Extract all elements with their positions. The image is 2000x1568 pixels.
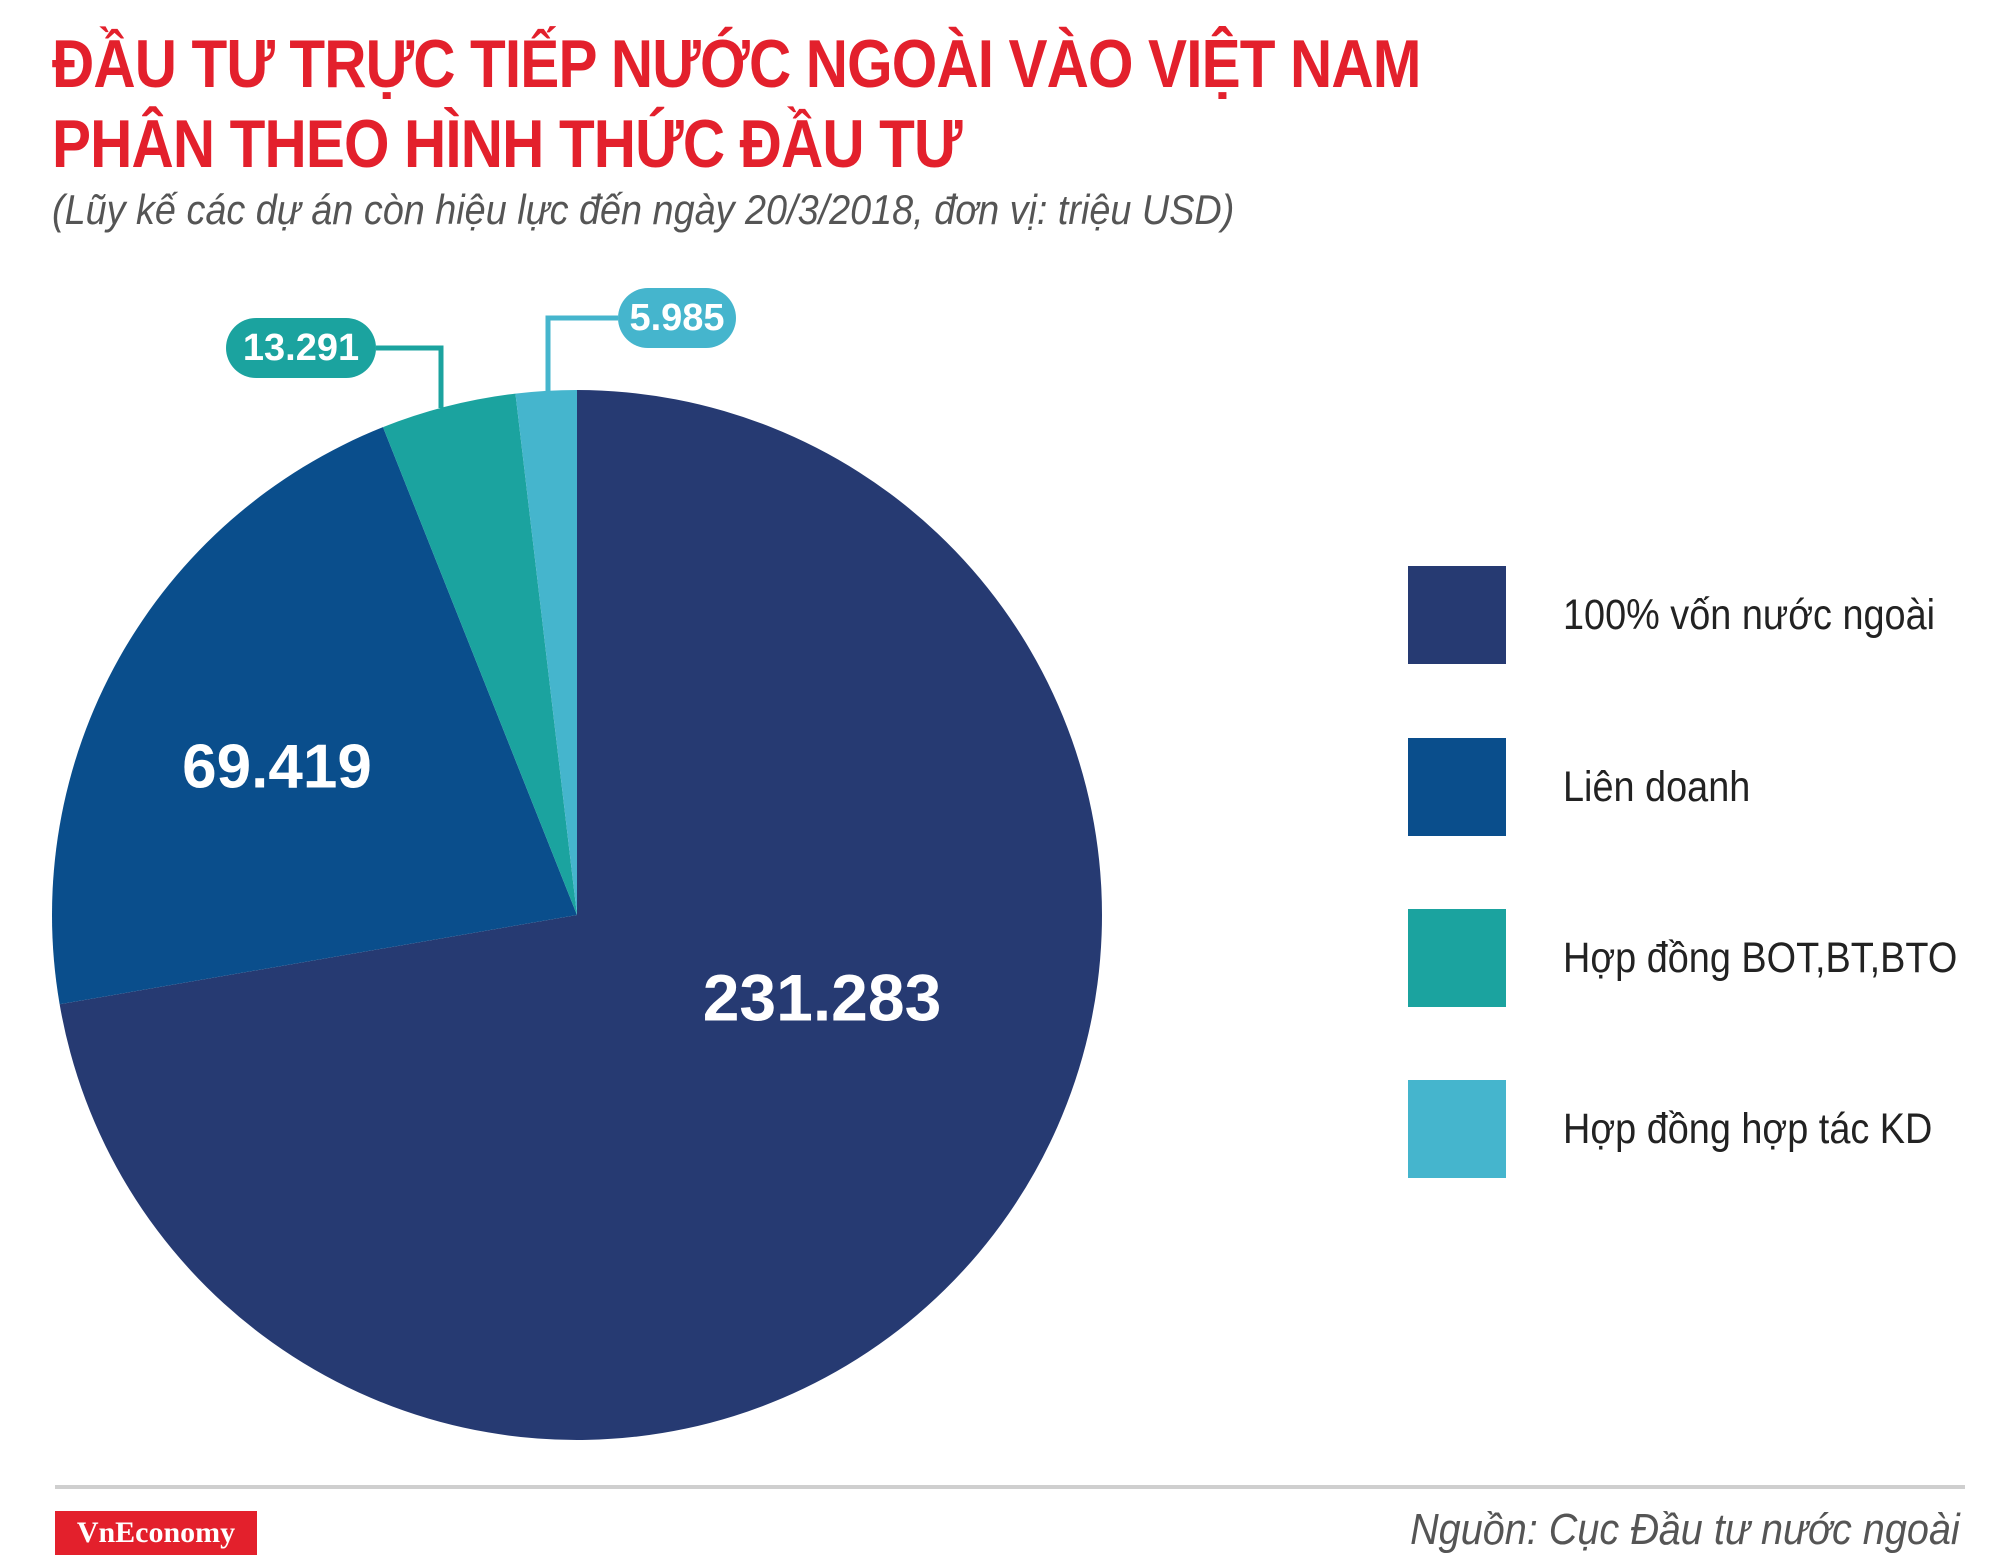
legend-item-100-von-nuoc-ngoai: 100% vốn nước ngoài — [1408, 566, 2000, 664]
legend-swatch-hop-dong-hop-tac-kd — [1408, 1080, 1506, 1178]
legend-label: Liên doanh — [1563, 763, 1751, 811]
data-label-100-von-nuoc-ngoai: 231.283 — [703, 960, 942, 1034]
pie-chart: 231.283 69.419 13.291 5.985 — [51, 288, 1102, 1440]
legend-label: Hợp đồng BOT,BT,BTO — [1563, 934, 1958, 982]
pie-slice-100-von-nuoc-ngoai — [59, 390, 1102, 1440]
vneconomy-logo: VnEconomy — [55, 1511, 257, 1555]
data-label-hop-dong-bot: 13.291 — [243, 327, 359, 369]
footer-divider — [55, 1485, 1965, 1489]
legend-item-hop-dong-bot: Hợp đồng BOT,BT,BTO — [1408, 909, 2000, 1007]
callout-bubble-hop-dong-hop-tac-kd — [618, 288, 736, 348]
chart-title-line-1: ĐẦU TƯ TRỰC TIẾP NƯỚC NGOÀI VÀO VIỆT NAM — [52, 26, 1421, 102]
legend-swatch-100-von-nuoc-ngoai — [1408, 566, 1506, 664]
legend-item-hop-dong-hop-tac-kd: Hợp đồng hợp tác KD — [1408, 1080, 2000, 1178]
legend-label: 100% vốn nước ngoài — [1563, 591, 1936, 639]
pie-slice-hop-dong-hop-tac-kd — [515, 390, 577, 915]
chart-title-line-2: PHÂN THEO HÌNH THỨC ĐẦU TƯ — [52, 106, 962, 182]
legend-swatch-hop-dong-bot — [1408, 909, 1506, 1007]
pie-slice-hop-dong-bot — [382, 393, 577, 915]
chart-subtitle: (Lũy kế các dự án còn hiệu lực đến ngày … — [52, 186, 1235, 233]
legend-label: Hợp đồng hợp tác KD — [1563, 1105, 1933, 1153]
callout-bubble-hop-dong-bot — [226, 318, 376, 378]
data-label-lien-doanh: 69.419 — [182, 732, 372, 801]
callout-line-hop-dong-bot — [376, 345, 444, 408]
data-label-hop-dong-hop-tac-kd: 5.985 — [629, 297, 724, 339]
source-note: Nguồn: Cục Đầu tư nước ngoài — [1410, 1505, 1960, 1554]
pie-slice-lien-doanh — [51, 427, 577, 1005]
legend-swatch-lien-doanh — [1408, 738, 1506, 836]
callout-line-hop-dong-hop-tac-kd — [545, 315, 618, 392]
legend-item-lien-doanh: Liên doanh — [1408, 738, 2000, 836]
